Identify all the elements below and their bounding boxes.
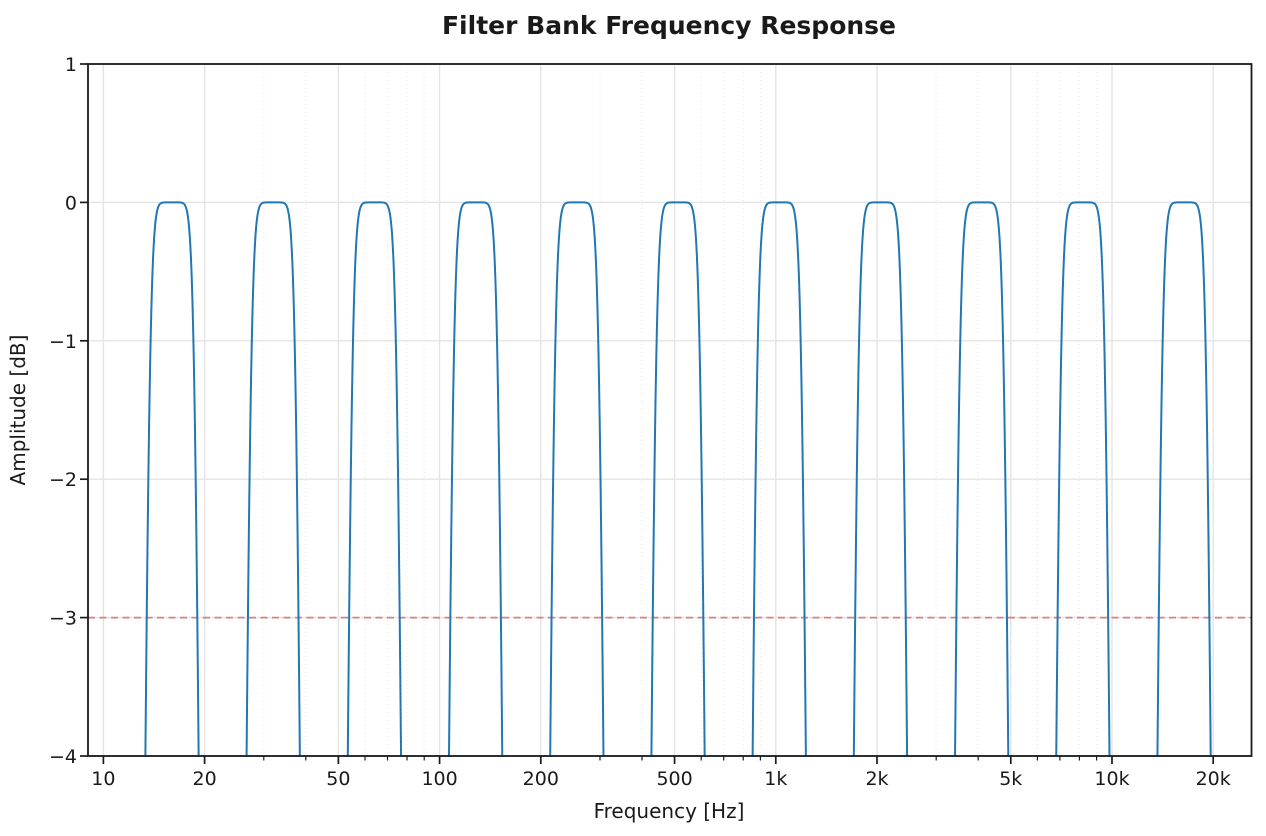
- filter-band-curve: [549, 201, 605, 756]
- x-tick-label: 5k: [999, 768, 1022, 790]
- axis-ticks: [80, 63, 1215, 764]
- x-tick-label: 20k: [1196, 768, 1231, 790]
- filter-band-curve: [1156, 201, 1212, 756]
- filter-band-curve: [751, 201, 807, 756]
- y-tick-label: −3: [49, 608, 77, 630]
- x-tick-label: 10k: [1094, 768, 1129, 790]
- y-tick-label: −2: [49, 469, 77, 491]
- x-tick-label: 2k: [865, 768, 888, 790]
- x-tick-label: 20: [192, 768, 216, 790]
- y-tick-label: −1: [49, 331, 77, 353]
- filter-band-curve: [852, 201, 909, 756]
- y-tick-label: 1: [65, 54, 77, 76]
- x-tick-label: 10: [91, 768, 115, 790]
- minor-gridlines: [263, 64, 1098, 756]
- filter-band-curve: [650, 201, 706, 756]
- y-tick-label: −4: [49, 746, 77, 768]
- x-tick-label: 50: [326, 768, 350, 790]
- axis-spines: [87, 63, 1253, 757]
- x-tick-label: 200: [523, 768, 559, 790]
- chart-title: Filter Bank Frequency Response: [442, 11, 896, 40]
- filter-band-curve: [144, 201, 200, 756]
- filter-band-curve: [346, 201, 403, 756]
- filter-band-curve: [245, 201, 301, 756]
- x-tick-label: 100: [421, 768, 457, 790]
- plot-border: [87, 63, 1253, 757]
- y-axis-label: Amplitude [dB]: [6, 335, 30, 486]
- filter-response-curves: [144, 201, 1212, 756]
- filter-band-curve: [1055, 201, 1111, 756]
- major-gridlines: [88, 63, 1252, 757]
- x-axis-label: Frequency [Hz]: [594, 799, 745, 823]
- filter-band-curve: [954, 201, 1010, 756]
- filter-band-curve: [448, 201, 504, 756]
- y-tick-label: 0: [65, 192, 77, 214]
- x-tick-label: 1k: [764, 768, 787, 790]
- x-tick-label: 500: [656, 768, 692, 790]
